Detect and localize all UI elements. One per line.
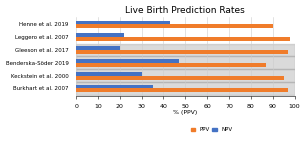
X-axis label: % (PPV): % (PPV) bbox=[173, 110, 197, 115]
Bar bbox=[76, 44, 295, 56]
Bar bbox=[76, 69, 295, 82]
Bar bbox=[76, 21, 170, 24]
Bar bbox=[76, 85, 153, 88]
Bar bbox=[76, 88, 288, 92]
Bar bbox=[76, 50, 288, 54]
Bar bbox=[76, 33, 124, 37]
Bar bbox=[76, 56, 295, 69]
Legend: PPV, NPV: PPV, NPV bbox=[189, 125, 234, 135]
Bar bbox=[76, 24, 273, 28]
Bar bbox=[76, 72, 142, 76]
Title: Live Birth Prediction Rates: Live Birth Prediction Rates bbox=[125, 6, 245, 15]
Bar bbox=[76, 82, 295, 95]
Bar bbox=[76, 59, 179, 63]
Bar bbox=[76, 37, 290, 41]
Bar bbox=[76, 63, 266, 67]
Bar bbox=[76, 46, 120, 50]
Bar bbox=[76, 76, 284, 80]
